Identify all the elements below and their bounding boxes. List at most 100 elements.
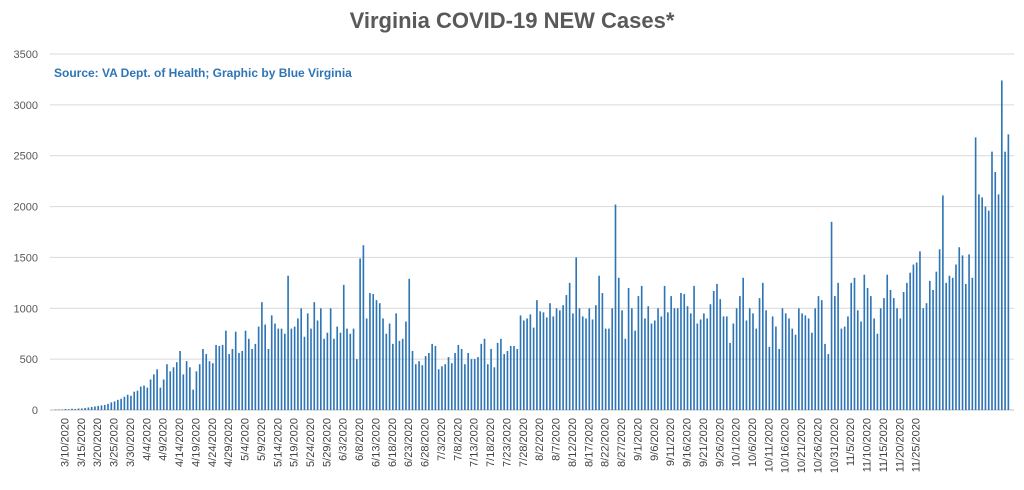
chart-title: Virginia COVID-19 NEW Cases* (349, 8, 675, 33)
x-tick-label: 9/11/2020 (665, 418, 677, 466)
bar (431, 343, 433, 410)
bar (536, 300, 538, 410)
bar (1000, 80, 1003, 411)
bar (637, 296, 640, 410)
bar (303, 336, 306, 410)
x-tick-label: 5/14/2020 (272, 418, 284, 467)
bar (909, 272, 911, 410)
bar (175, 362, 178, 410)
bar (742, 277, 744, 410)
bar (454, 353, 456, 410)
bar (182, 374, 185, 410)
bar (817, 296, 820, 410)
x-tick-label: 11/5/2020 (845, 418, 857, 466)
bar (477, 357, 479, 410)
bar (722, 316, 725, 410)
bar (870, 296, 872, 410)
bar (156, 369, 158, 410)
bar (631, 308, 633, 410)
x-tick-label: 8/12/2020 (567, 418, 579, 467)
bar (683, 294, 686, 410)
x-tick-label: 10/6/2020 (747, 418, 759, 467)
bar (830, 221, 833, 410)
bar (414, 364, 417, 410)
bar (323, 338, 325, 410)
bar (74, 408, 77, 410)
bar (729, 342, 731, 410)
bar (748, 308, 751, 410)
bar (405, 321, 407, 410)
x-tick-label: 4/14/2020 (174, 418, 186, 467)
bar (788, 318, 790, 410)
bar (568, 282, 571, 410)
bar (912, 264, 915, 410)
bar (824, 343, 826, 410)
bar (447, 357, 450, 410)
bar (326, 332, 329, 410)
bar (385, 333, 388, 410)
bar (942, 195, 944, 410)
x-tick-label: 3/25/2020 (109, 418, 121, 467)
bar (991, 151, 993, 410)
x-tick-label: 3/30/2020 (125, 418, 137, 467)
bar (987, 210, 990, 410)
bar (503, 354, 505, 410)
x-tick-label: 7/8/2020 (452, 418, 464, 461)
bar (958, 247, 961, 410)
bar (712, 290, 715, 410)
bar (117, 399, 119, 410)
bar (189, 367, 191, 410)
bar (850, 282, 853, 410)
bar (100, 405, 103, 410)
bar (473, 359, 476, 410)
bar (185, 361, 188, 410)
bar (814, 308, 817, 410)
bar (575, 257, 578, 410)
bar (179, 351, 181, 410)
bar (778, 348, 781, 410)
bar (663, 285, 666, 410)
y-tick-label: 1000 (14, 303, 38, 315)
bar (883, 298, 885, 410)
bar (110, 402, 113, 410)
source-annotation: Source: VA Dept. of Health; Graphic by B… (54, 66, 352, 80)
x-tick-label: 4/24/2020 (207, 418, 219, 467)
bar (945, 282, 947, 410)
bar (1004, 151, 1006, 410)
bar (280, 328, 283, 410)
x-tick-label: 7/3/2020 (436, 418, 448, 461)
x-tick-label: 3/15/2020 (76, 418, 88, 467)
bar (581, 316, 584, 410)
bar (624, 338, 627, 410)
bar (892, 298, 895, 410)
bar (611, 308, 614, 410)
x-tick-label: 6/23/2020 (403, 418, 415, 467)
bar (578, 308, 581, 410)
bar (349, 333, 352, 410)
bar (218, 345, 221, 410)
bar (437, 369, 440, 410)
bar (133, 391, 136, 410)
bar (342, 284, 345, 410)
x-axis-ticks: 3/10/2020 3/15/2020 3/20/2020 3/25/2020 3/30… (59, 418, 922, 473)
bar (320, 308, 322, 410)
x-tick-label: 11/10/2020 (862, 418, 874, 472)
bar (709, 304, 712, 410)
x-tick-label: 5/29/2020 (321, 418, 333, 467)
bar (588, 308, 591, 410)
x-tick-label: 5/24/2020 (305, 418, 317, 467)
x-tick-label: 9/26/2020 (714, 418, 726, 467)
bar (297, 318, 299, 410)
bar (997, 194, 1000, 410)
bar (300, 308, 303, 410)
bar (247, 338, 250, 410)
x-tick-label: 10/1/2020 (731, 418, 743, 467)
bar (932, 289, 934, 410)
bar (225, 330, 227, 410)
bar (562, 305, 564, 410)
bar (483, 338, 486, 410)
bar (126, 394, 129, 410)
bar (130, 395, 132, 410)
bar (843, 326, 846, 410)
bar (97, 405, 100, 410)
